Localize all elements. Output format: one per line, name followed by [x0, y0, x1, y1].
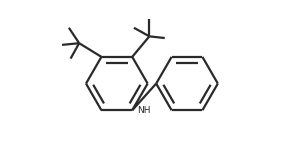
Text: NH: NH	[137, 106, 151, 115]
